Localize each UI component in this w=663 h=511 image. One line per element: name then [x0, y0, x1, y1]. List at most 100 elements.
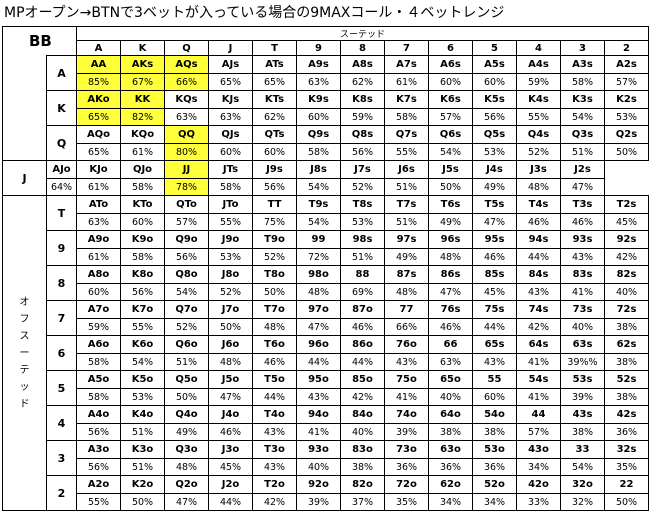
hand-cell: J8s — [296, 160, 341, 179]
pct-cell: 41% — [516, 388, 561, 406]
pct-cell: 46% — [340, 318, 385, 336]
column-header: 7 — [384, 40, 429, 56]
pct-cell: 49% — [472, 178, 517, 196]
hand-cell: J9o — [208, 230, 253, 249]
hand-cell: QQ — [164, 125, 209, 144]
column-header: 4 — [516, 40, 561, 56]
pct-cell: 80% — [164, 143, 209, 161]
hand-cell: T9o — [252, 230, 297, 249]
hand-cell: K4o — [120, 405, 165, 424]
pct-cell: 58% — [384, 108, 429, 126]
hand-cell: K8s — [340, 90, 385, 109]
offsuit-label: オフスーテッド — [2, 195, 47, 511]
hand-row: Q AQo KQo QQ QJs QTs Q9s Q8s Q7s Q6s Q5s Q4s Q3s Q2s — [3, 125, 649, 161]
row-header: 2 — [46, 475, 77, 511]
row-header: A — [46, 55, 77, 91]
hand-cell: Q9o — [164, 230, 209, 249]
pct-cell: 61% — [76, 248, 121, 266]
pct-cell: 59% — [516, 73, 561, 91]
pct-cell: 33% — [516, 493, 561, 511]
hand-row: J AJo KJo QJo JJ JTs J9s J8s J7s J6s J5s J4s J3s J2s — [2, 160, 649, 196]
pct-cell: 38% — [340, 458, 385, 476]
pct-cell: 53% — [340, 213, 385, 231]
hand-cell: T5s — [472, 195, 517, 214]
pct-cell: 63% — [428, 353, 473, 371]
pct-cell: 63% — [208, 108, 253, 126]
pct-cell: 47% — [560, 178, 605, 196]
hand-cell: K9o — [120, 230, 165, 249]
hand-cell: K7o — [120, 300, 165, 319]
row-header: 6 — [46, 335, 77, 371]
hand-cell: J7s — [340, 160, 385, 179]
pct-cell: 57% — [516, 423, 561, 441]
hand-cell: 65s — [472, 335, 517, 354]
column-header: 3 — [560, 40, 605, 56]
hand-cell: Q6o — [164, 335, 209, 354]
hand-cell: QTs — [252, 125, 297, 144]
pct-cell: 46% — [560, 213, 605, 231]
hand-cell: QJs — [208, 125, 253, 144]
pct-cell: 56% — [76, 458, 121, 476]
pct-cell: 60% — [472, 388, 517, 406]
hand-cell: J5o — [208, 370, 253, 389]
hand-cell: Q8s — [340, 125, 385, 144]
pct-cell: 51% — [560, 143, 605, 161]
hand-row: 3 A3o K3o Q3o J3o T3o 93o 83o 73o 63o 53o 43o 33 32s — [3, 440, 649, 476]
hand-cell: 93o — [296, 440, 341, 459]
pct-cell: 65% — [208, 73, 253, 91]
range-table: BB スーテッド A K Q J T 9 8 7 6 5 4 3 2 A AA AKs AQs AJs ATs A9s A8… — [2, 26, 649, 511]
pct-cell: 51% — [384, 213, 429, 231]
pct-cell: 38% — [428, 423, 473, 441]
pct-cell: 43% — [252, 458, 297, 476]
hand-cell: 77 — [384, 300, 429, 319]
pct-cell: 47% — [472, 213, 517, 231]
pct-cell: 48% — [384, 283, 429, 301]
pct-cell: 46% — [252, 353, 297, 371]
column-header: Q — [164, 40, 209, 56]
pct-cell: 48% — [428, 248, 473, 266]
hand-cell: K3o — [120, 440, 165, 459]
pct-cell: 40% — [604, 283, 649, 301]
pct-cell: 48% — [208, 353, 253, 371]
pct-cell: 57% — [428, 108, 473, 126]
pct-cell: 62% — [252, 108, 297, 126]
hand-cell: 97o — [296, 300, 341, 319]
hand-cell: AJo — [46, 160, 77, 179]
hand-cell: 86s — [428, 265, 473, 284]
hand-cell: T4s — [516, 195, 561, 214]
pct-cell: 39% — [560, 388, 605, 406]
hand-row: K AKo KK KQs KJs KTs K9s K8s K7s K6s K5s K4s K3s K2s — [3, 90, 649, 126]
hand-cell: 88 — [340, 265, 385, 284]
pct-cell: 64% — [46, 178, 77, 196]
pct-cell: 50% — [208, 318, 253, 336]
hand-cell: KTs — [252, 90, 297, 109]
hand-cell: 98s — [340, 230, 385, 249]
hand-cell: A4s — [516, 55, 561, 74]
hand-cell: A8s — [340, 55, 385, 74]
pct-cell: 36% — [384, 458, 429, 476]
hand-cell: 63o — [428, 440, 473, 459]
side-blank — [2, 55, 47, 161]
hand-cell: K3s — [560, 90, 605, 109]
hand-cell: A8o — [76, 265, 121, 284]
hand-row: 4 A4o K4o Q4o J4o T4o 94o 84o 74o 64o 54o 44 43s 42s — [3, 405, 649, 441]
pct-cell: 59% — [76, 318, 121, 336]
hand-cell: K6s — [428, 90, 473, 109]
row-header: T — [46, 195, 77, 231]
pct-cell: 57% — [164, 213, 209, 231]
column-header: 2 — [604, 40, 649, 56]
hand-cell: KQs — [164, 90, 209, 109]
column-header: 5 — [472, 40, 517, 56]
pct-cell: 54% — [428, 143, 473, 161]
pct-cell: 53% — [208, 248, 253, 266]
pct-cell: 45% — [472, 283, 517, 301]
pct-cell: 56% — [472, 108, 517, 126]
hand-cell: T3o — [252, 440, 297, 459]
hand-cell: Q8o — [164, 265, 209, 284]
hand-cell: 85s — [472, 265, 517, 284]
pct-cell: 50% — [604, 493, 649, 511]
pct-cell: 34% — [428, 493, 473, 511]
pct-cell: 44% — [340, 353, 385, 371]
row-header: 8 — [46, 265, 77, 301]
pct-cell: 49% — [384, 248, 429, 266]
